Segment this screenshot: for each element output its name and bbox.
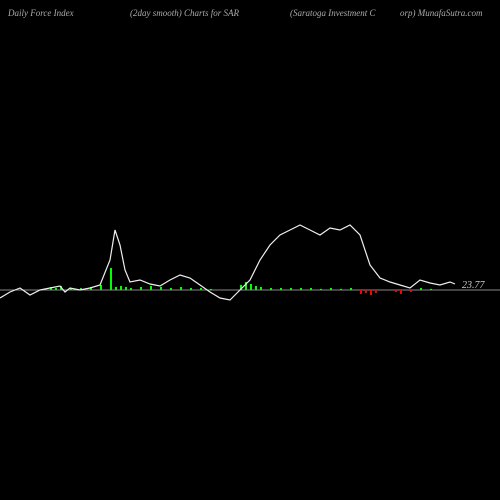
header-left: Daily Force Index [8, 8, 74, 18]
header-mid-right: (Saratoga Investment C [290, 8, 376, 18]
chart-svg [0, 30, 500, 490]
header-right: orp) MunafaSutra.com [400, 8, 483, 18]
header-mid-left: (2day smooth) Charts for SAR [130, 8, 239, 18]
current-value-label: 23.77 [462, 280, 485, 291]
force-index-chart: 23.77 [0, 30, 500, 490]
